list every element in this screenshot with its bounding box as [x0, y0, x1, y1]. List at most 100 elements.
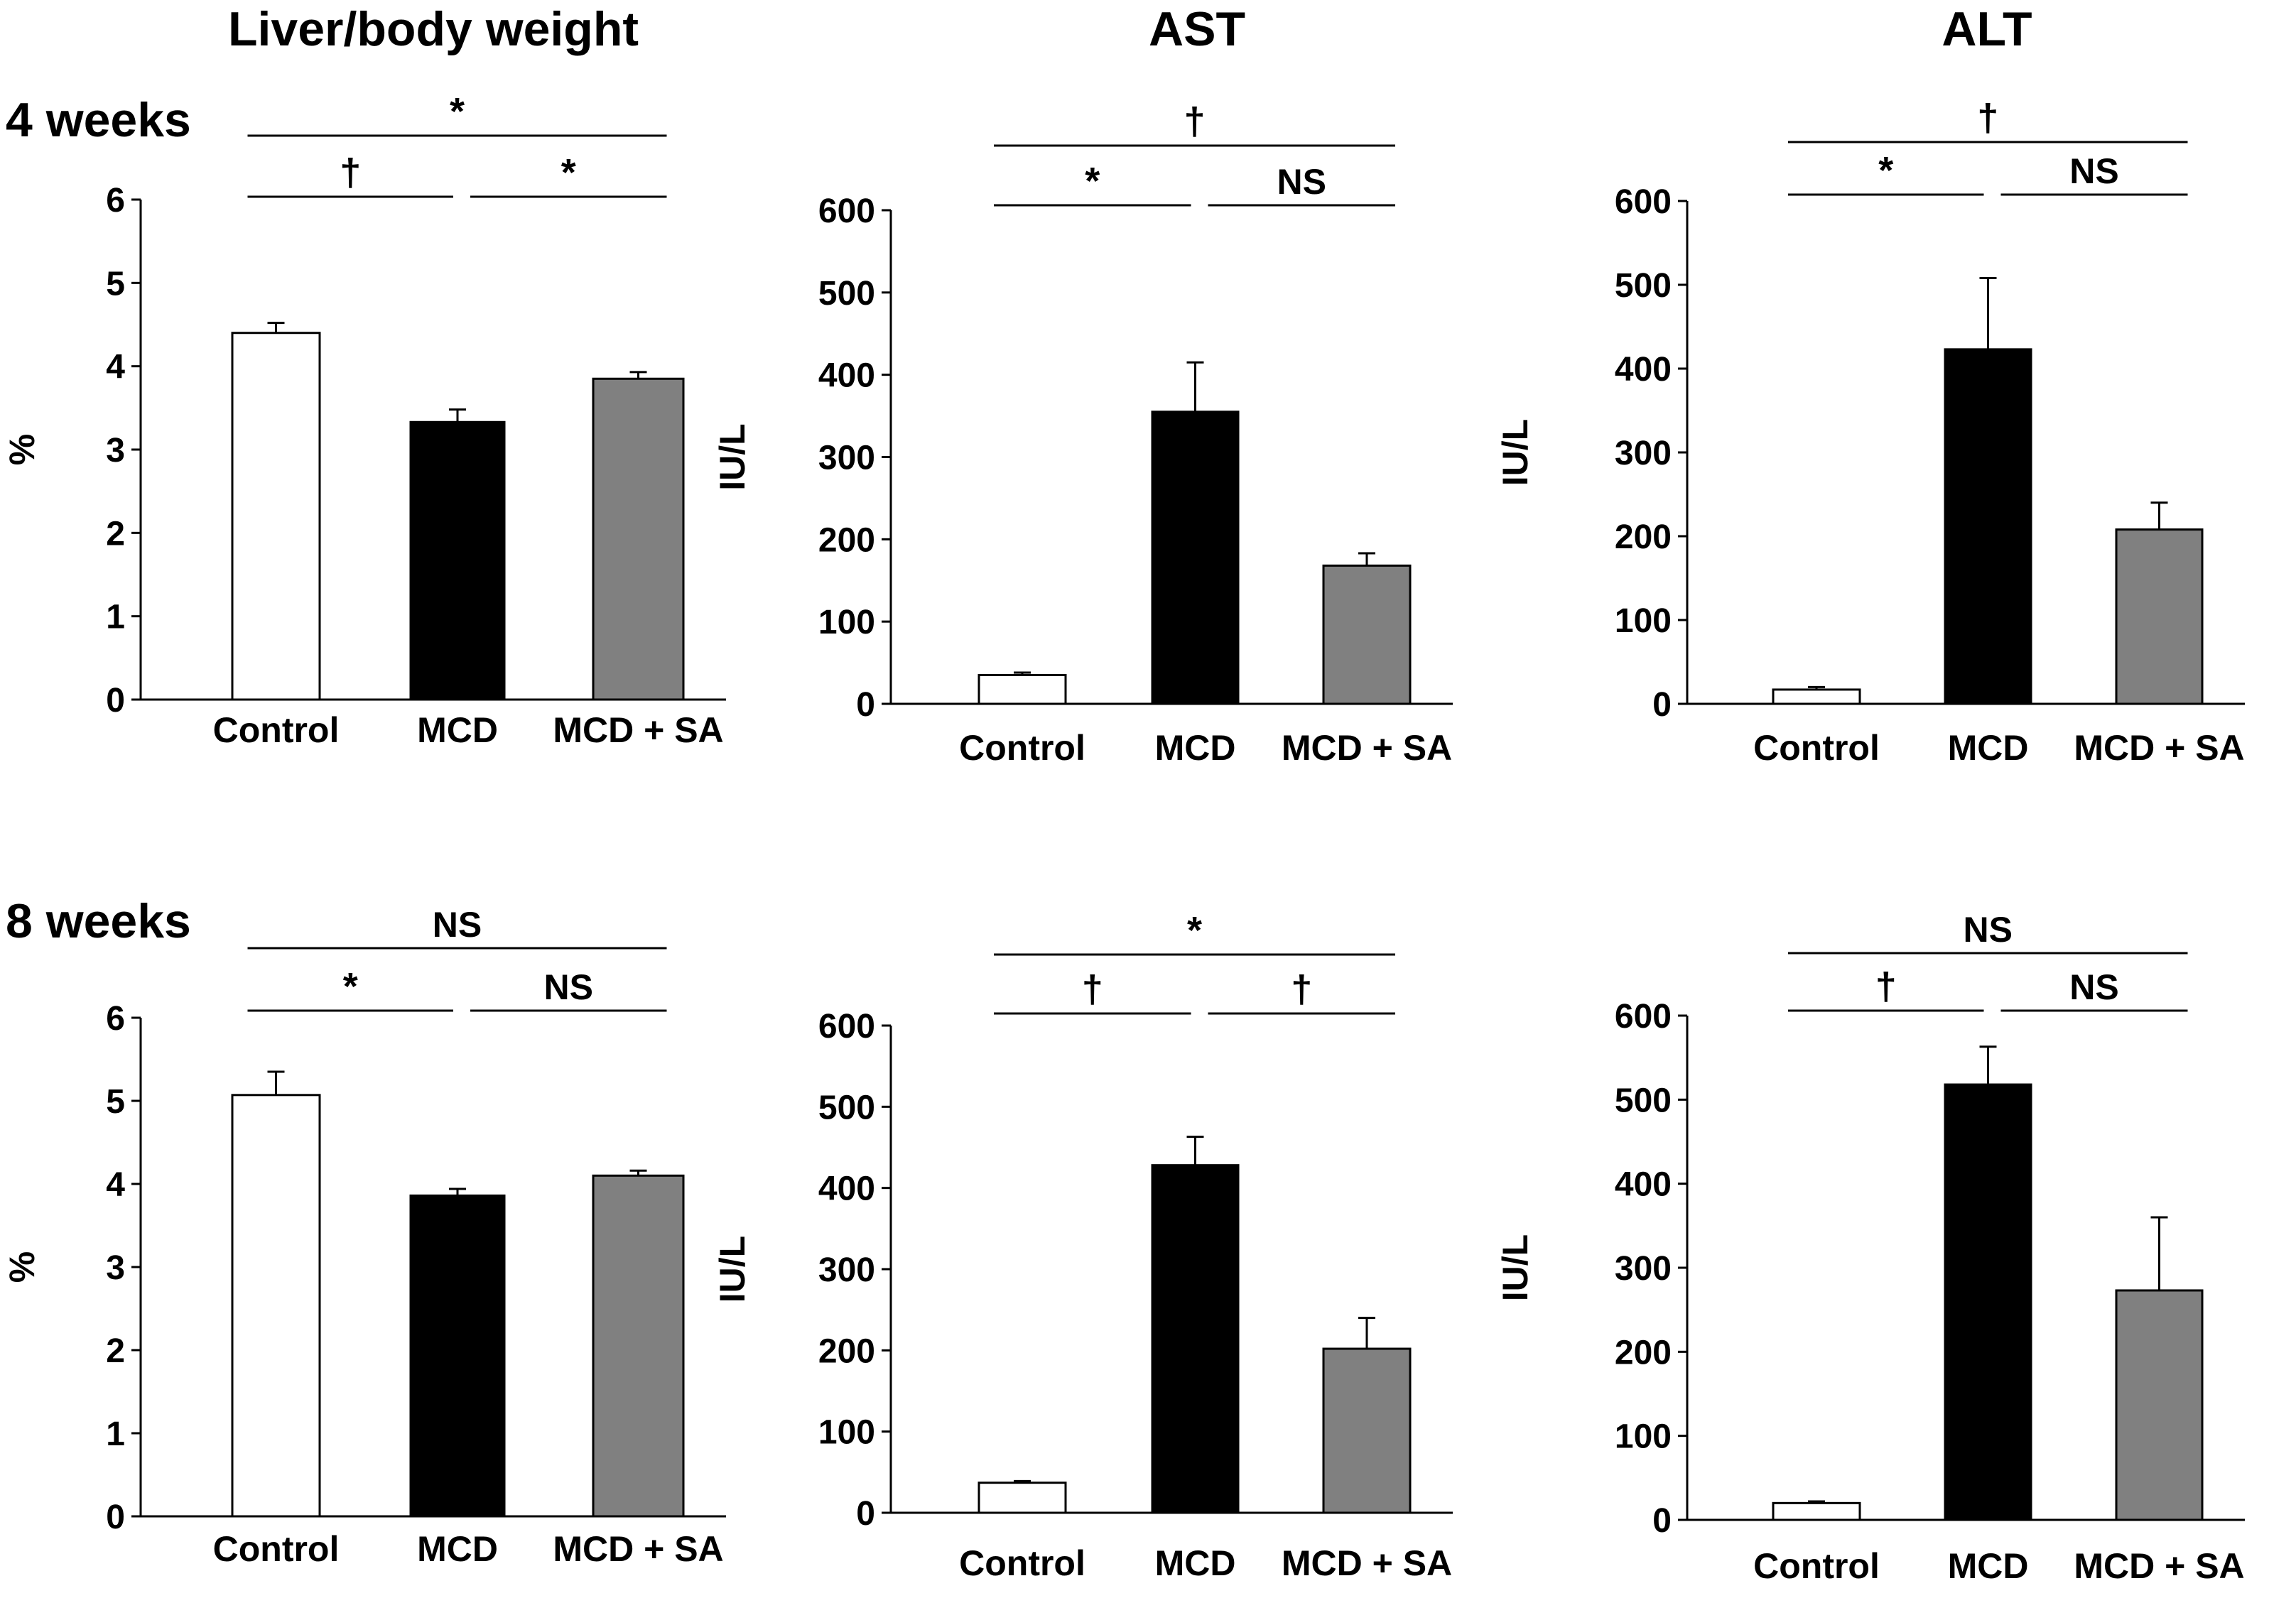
category-label-mcd: MCD [1948, 1546, 2029, 1586]
chart-liver-body-weight-4-weeks: 0 1 2 3 4 5 6% Control MCD MCD + SA * † * [2, 90, 726, 750]
chart-alt-8-weeks: 0 100 200 300 400 500 600 IU/L Control MCD MCD + S… [1495, 910, 2245, 1586]
row-label-4-weeks: 4 weeks [6, 93, 191, 147]
chart-ast-4-weeks: 0 100 200 300 400 500 600 IU/L Control MCD MCD + S… [713, 100, 1453, 768]
y-tick-label: 5 [106, 265, 125, 303]
y-tick-label: 600 [818, 1008, 875, 1045]
y-tick-label: 200 [818, 521, 875, 559]
chart-liver-body-weight-8-weeks: 0 1 2 3 4 5 6% Control MCD MCD + SA NS * NS [2, 905, 726, 1569]
bar-mcd-sa [2115, 1289, 2204, 1521]
significance-label: NS [1277, 162, 1326, 202]
significance-label: NS [2069, 151, 2118, 191]
y-tick-label: 100 [1615, 602, 1672, 640]
category-label-control: Control [1753, 728, 1880, 768]
y-tick-label: 0 [1652, 1502, 1672, 1540]
y-tick-label: 4 [106, 349, 125, 386]
y-axis-label: % [2, 1251, 42, 1283]
bar-mcd-sa [592, 1174, 685, 1518]
y-tick-label: 0 [856, 686, 875, 724]
y-tick-label: 0 [106, 682, 125, 719]
significance-label: * [1187, 909, 1202, 952]
y-tick-label: 5 [106, 1083, 125, 1121]
significance-label: * [561, 151, 576, 194]
significance-label: * [1085, 160, 1100, 202]
column-title-alt: ALT [1942, 2, 2032, 56]
y-tick-label: 300 [1615, 1250, 1672, 1288]
y-tick-label: 4 [106, 1166, 125, 1204]
y-tick-label: 0 [1652, 686, 1672, 724]
chart-ast-8-weeks: 0 100 200 300 400 500 600 IU/L Control MCD MCD + S… [713, 909, 1453, 1583]
y-tick-label: 500 [818, 275, 875, 312]
category-label-control: Control [959, 1543, 1085, 1583]
category-label-mcd-sa: MCD + SA [553, 710, 723, 750]
y-tick-label: 400 [818, 1170, 875, 1208]
y-tick-label: 600 [1615, 183, 1672, 221]
bar-control [231, 332, 321, 701]
bar-control [231, 1094, 321, 1518]
y-axis-label: IU/L [1495, 419, 1535, 486]
y-tick-label: 2 [106, 1332, 125, 1370]
bar-control [1772, 688, 1861, 705]
significance-label: NS [544, 967, 593, 1007]
y-tick-label: 200 [818, 1332, 875, 1370]
category-label-mcd: MCD [1155, 1543, 1236, 1583]
y-tick-label: 3 [106, 432, 125, 469]
y-tick-label: 500 [1615, 267, 1672, 305]
y-tick-label: 400 [1615, 1166, 1672, 1204]
bar-control [978, 673, 1067, 705]
y-tick-label: 100 [818, 1414, 875, 1452]
category-label-mcd: MCD [1155, 728, 1236, 768]
category-label-mcd: MCD [417, 710, 498, 750]
y-tick-label: 3 [106, 1249, 125, 1287]
bar-mcd [1151, 1164, 1240, 1514]
significance-label: † [1875, 965, 1897, 1008]
column-title-ast: AST [1149, 2, 1245, 56]
y-tick-label: 400 [818, 357, 875, 395]
significance-label: NS [2069, 967, 2118, 1007]
bar-mcd-sa [592, 377, 685, 701]
y-tick-label: 1 [106, 599, 125, 636]
y-tick-label: 400 [1615, 351, 1672, 388]
y-tick-label: 6 [106, 1000, 125, 1038]
bar-control [1772, 1501, 1861, 1521]
y-axis-label: IU/L [713, 423, 752, 490]
y-tick-label: 200 [1615, 518, 1672, 556]
category-label-mcd-sa: MCD + SA [2074, 1546, 2244, 1586]
category-label-mcd-sa: MCD + SA [2074, 728, 2244, 768]
significance-label: † [1184, 100, 1205, 143]
y-axis-label: % [2, 434, 42, 465]
y-axis-label: IU/L [713, 1236, 752, 1303]
significance-label: * [1878, 149, 1893, 192]
y-tick-label: 500 [1615, 1082, 1672, 1119]
significance-label: † [1291, 968, 1312, 1011]
bar-mcd [1944, 1083, 2032, 1521]
column-title-liver-body-weight: Liver/body weight [228, 2, 639, 56]
y-tick-label: 200 [1615, 1334, 1672, 1371]
significance-label: † [1082, 968, 1103, 1011]
y-tick-label: 0 [106, 1499, 125, 1536]
y-tick-label: 300 [818, 1251, 875, 1289]
y-tick-label: 0 [856, 1495, 875, 1533]
significance-label: * [343, 965, 358, 1008]
bar-mcd [1151, 411, 1240, 705]
row-label-8-weeks: 8 weeks [6, 894, 191, 948]
category-label-control: Control [1753, 1546, 1880, 1586]
y-tick-label: 300 [818, 440, 875, 477]
bar-mcd [1944, 348, 2032, 705]
chart-alt-4-weeks: 0 100 200 300 400 500 600 IU/L Control MCD MCD + S… [1495, 97, 2245, 768]
significance-label: * [450, 90, 465, 133]
y-tick-label: 600 [818, 192, 875, 230]
category-label-control: Control [213, 710, 340, 750]
y-tick-label: 100 [1615, 1418, 1672, 1456]
y-tick-label: 600 [1615, 998, 1672, 1036]
bar-control [978, 1482, 1067, 1514]
bar-mcd-sa [2115, 528, 2204, 705]
category-label-mcd-sa: MCD + SA [1282, 1543, 1452, 1583]
category-label-mcd: MCD [417, 1529, 498, 1569]
category-label-control: Control [213, 1529, 340, 1569]
significance-label: † [1977, 97, 1998, 139]
y-tick-label: 2 [106, 515, 125, 553]
y-tick-label: 300 [1615, 435, 1672, 472]
y-axis-label: IU/L [1495, 1234, 1535, 1301]
